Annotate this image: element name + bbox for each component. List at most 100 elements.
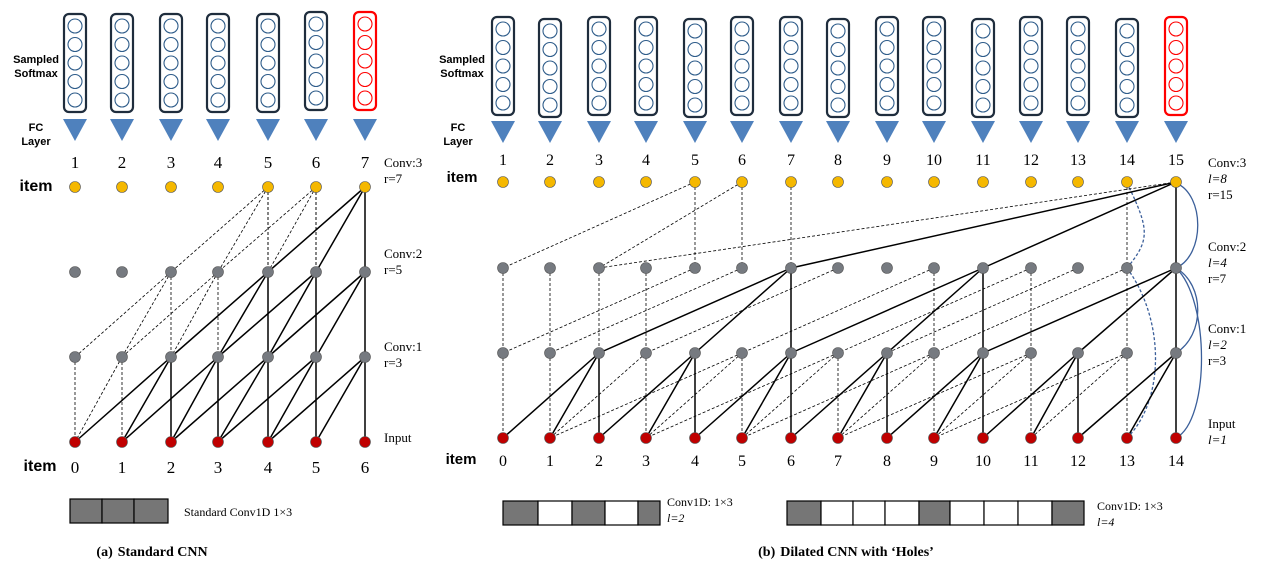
top-index-label: 4 <box>642 152 650 169</box>
softmax-unit <box>734 95 750 111</box>
input-node <box>497 432 509 444</box>
dashed-edge <box>933 267 1128 354</box>
item-node <box>832 176 844 188</box>
panel-a-conv2-r-label: r=5 <box>384 262 402 277</box>
conv1-node <box>977 347 989 359</box>
kernel-cell-hole <box>852 500 886 526</box>
conv1-node <box>262 351 274 363</box>
fc-triangle <box>826 121 850 143</box>
softmax-unit <box>114 92 130 108</box>
panel-b-kernel2-label: Conv1D: 1×3 <box>1097 499 1163 513</box>
fc-triangle <box>779 121 803 143</box>
fc-triangle <box>256 119 280 141</box>
panel-a-caption-text: Standard CNN <box>118 545 208 560</box>
kernel-cell-hole <box>884 500 920 526</box>
input-node <box>359 436 371 448</box>
panel-b-layer-label: Layer <box>443 136 473 148</box>
panel-a-caption: (a) Standard CNN <box>96 545 207 560</box>
dashed-edge <box>170 271 219 358</box>
softmax-unit <box>308 34 324 51</box>
softmax-unit <box>591 39 607 56</box>
softmax-unit <box>67 18 83 34</box>
softmax-unit <box>114 36 130 53</box>
softmax-unit <box>260 36 276 53</box>
softmax-unit <box>308 53 324 69</box>
softmax-output-box <box>109 12 135 114</box>
input-node <box>544 432 556 444</box>
panel-b-conv3-l-label: l=8 <box>1208 171 1227 186</box>
softmax-unit <box>1070 76 1086 93</box>
bottom-index-label: 4 <box>691 453 699 470</box>
kernel-cell-filled <box>101 498 135 524</box>
solid-edge <box>982 352 1079 439</box>
softmax-unit <box>542 97 558 113</box>
softmax-unit <box>975 41 991 58</box>
panel-b-softmax-label: Softmax <box>440 68 484 80</box>
softmax-unit <box>210 36 226 53</box>
softmax-unit <box>975 60 991 76</box>
solid-edge <box>790 267 984 354</box>
softmax-unit <box>975 23 991 39</box>
input-node <box>881 432 893 444</box>
solid-edge <box>886 267 984 354</box>
conv2-node <box>689 262 701 274</box>
bottom-index-label: 2 <box>167 458 176 477</box>
softmax-unit <box>260 73 276 90</box>
softmax-unit <box>926 21 942 37</box>
input-node <box>640 432 652 444</box>
solid-edge <box>267 356 317 443</box>
softmax-unit <box>783 58 799 74</box>
bottom-index-label: 3 <box>214 458 223 477</box>
bottom-index-label: 10 <box>975 453 991 470</box>
softmax-unit <box>783 21 799 37</box>
kernel-cell-filled <box>69 498 103 524</box>
panel-b-kernel2-l-label: l=4 <box>1097 515 1114 529</box>
solid-edge <box>121 356 172 443</box>
panel-b-conv2-label: Conv:2 <box>1208 239 1246 254</box>
softmax-unit <box>1070 95 1086 111</box>
arc-conv1 <box>1175 267 1203 439</box>
conv2-node <box>736 262 748 274</box>
top-index-label: 5 <box>691 152 699 169</box>
arc-dashed-bottom <box>1126 267 1157 439</box>
fc-triangle <box>730 121 754 143</box>
kernel-cell-hole <box>820 500 854 526</box>
softmax-unit <box>879 76 895 93</box>
panel-a-kernel-label: Standard Conv1D 1×3 <box>184 505 292 519</box>
softmax-unit <box>114 18 130 34</box>
kernel-cell-hole <box>537 500 573 526</box>
softmax-unit <box>308 16 324 32</box>
softmax-unit <box>926 95 942 111</box>
bottom-index-label: 6 <box>787 453 795 470</box>
solid-edge <box>121 356 219 443</box>
softmax-unit <box>1023 39 1039 56</box>
input-node <box>689 432 701 444</box>
softmax-unit <box>830 97 846 113</box>
panel-b-fc-label: FC <box>451 122 466 134</box>
softmax-unit <box>1168 95 1184 111</box>
softmax-unit <box>734 58 750 74</box>
bottom-index-label: 12 <box>1070 453 1086 470</box>
conv2-node <box>928 262 940 274</box>
softmax-output-box <box>303 10 329 112</box>
kernel-cell-filled <box>786 500 822 526</box>
solid-edge <box>217 271 269 358</box>
input-node <box>69 436 81 448</box>
conv1-node <box>1121 347 1133 359</box>
softmax-unit <box>687 41 703 58</box>
panel-a-kernel <box>69 498 169 524</box>
conv1-node <box>928 347 940 359</box>
softmax-unit <box>687 60 703 76</box>
panel-b-conv1-l-label: l=2 <box>1208 337 1227 352</box>
panel-b-caption-text: Dilated CNN with ‘Holes’ <box>780 545 934 560</box>
softmax-output-box <box>970 17 996 119</box>
softmax-unit <box>734 76 750 93</box>
softmax-unit <box>1070 39 1086 56</box>
conv2-node <box>593 262 605 274</box>
conv2-node <box>1072 262 1084 274</box>
conv2-node <box>881 262 893 274</box>
panel-b-conv1-label: Conv:1 <box>1208 321 1246 336</box>
softmax-unit <box>638 95 654 111</box>
softmax-unit <box>1119 60 1135 76</box>
softmax-unit <box>830 78 846 95</box>
